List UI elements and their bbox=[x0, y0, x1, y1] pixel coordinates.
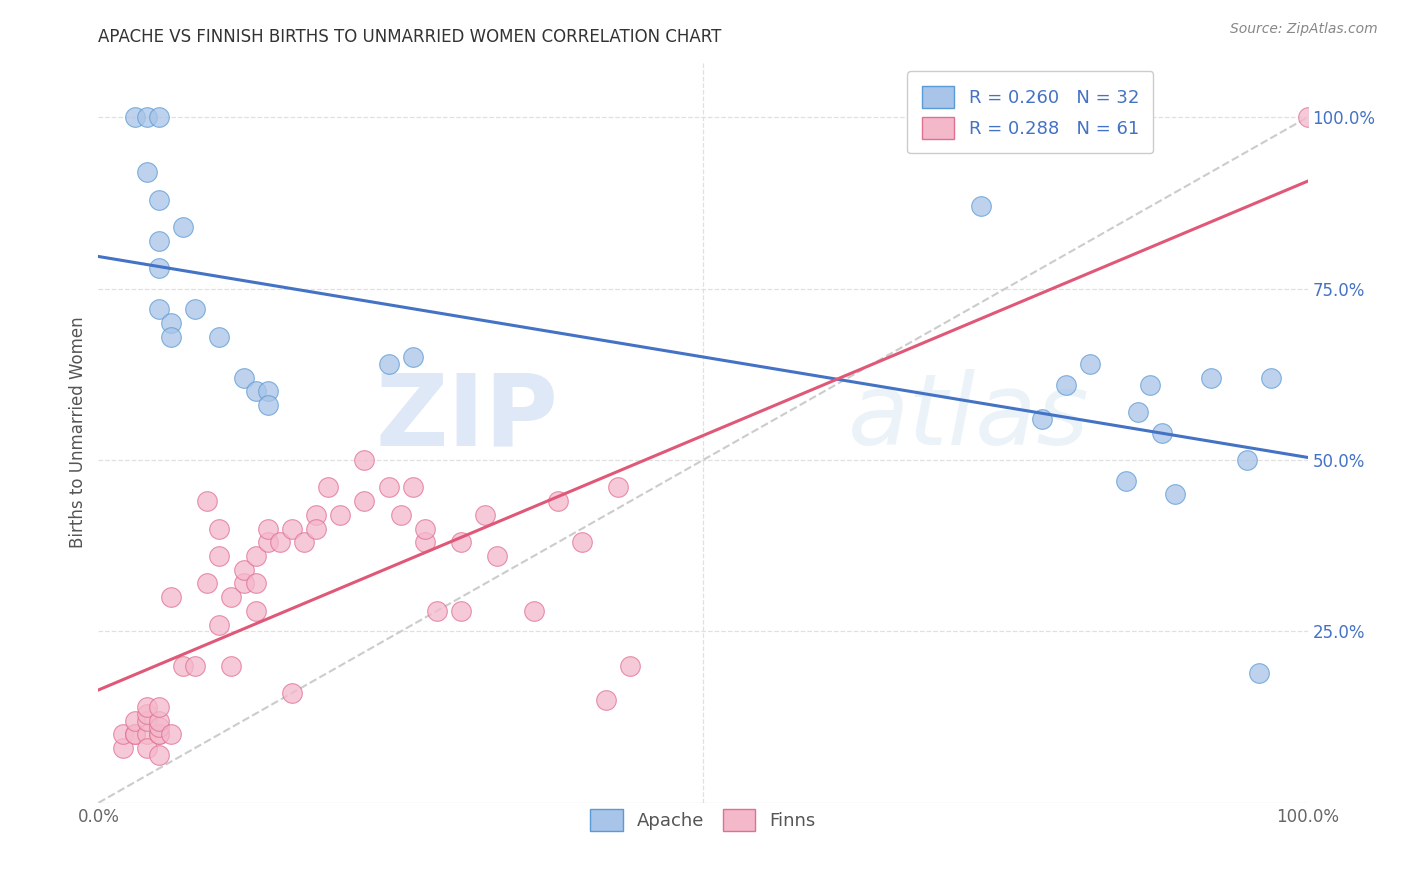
Point bbox=[124, 727, 146, 741]
Point bbox=[305, 522, 328, 536]
Point bbox=[148, 193, 170, 207]
Point bbox=[195, 494, 218, 508]
Point bbox=[1115, 474, 1137, 488]
Point bbox=[148, 110, 170, 124]
Point bbox=[124, 714, 146, 728]
Point bbox=[221, 590, 243, 604]
Point bbox=[292, 535, 315, 549]
Point bbox=[124, 110, 146, 124]
Point bbox=[1078, 357, 1101, 371]
Point bbox=[232, 576, 254, 591]
Point bbox=[172, 658, 194, 673]
Point bbox=[148, 699, 170, 714]
Point bbox=[316, 480, 339, 494]
Point bbox=[148, 747, 170, 762]
Point bbox=[208, 329, 231, 343]
Point bbox=[377, 480, 399, 494]
Point bbox=[135, 165, 157, 179]
Point bbox=[389, 508, 412, 522]
Point bbox=[607, 480, 630, 494]
Point bbox=[329, 508, 352, 522]
Point bbox=[172, 219, 194, 234]
Point bbox=[148, 234, 170, 248]
Point bbox=[184, 302, 207, 317]
Text: APACHE VS FINNISH BIRTHS TO UNMARRIED WOMEN CORRELATION CHART: APACHE VS FINNISH BIRTHS TO UNMARRIED WO… bbox=[98, 28, 721, 45]
Point bbox=[1152, 425, 1174, 440]
Point bbox=[377, 357, 399, 371]
Point bbox=[595, 693, 617, 707]
Point bbox=[1128, 405, 1150, 419]
Point bbox=[148, 261, 170, 276]
Point bbox=[1296, 110, 1319, 124]
Point bbox=[148, 714, 170, 728]
Point bbox=[245, 384, 267, 399]
Point bbox=[160, 316, 183, 330]
Point bbox=[135, 714, 157, 728]
Point bbox=[232, 563, 254, 577]
Point bbox=[474, 508, 496, 522]
Point bbox=[111, 741, 134, 756]
Point bbox=[195, 576, 218, 591]
Point bbox=[124, 727, 146, 741]
Point bbox=[1249, 665, 1271, 680]
Point bbox=[1260, 371, 1282, 385]
Point bbox=[208, 549, 231, 563]
Point bbox=[413, 522, 436, 536]
Legend: Apache, Finns: Apache, Finns bbox=[583, 802, 823, 838]
Point bbox=[402, 480, 425, 494]
Point bbox=[135, 110, 157, 124]
Point bbox=[184, 658, 207, 673]
Point bbox=[426, 604, 449, 618]
Point bbox=[256, 535, 278, 549]
Text: ZIP: ZIP bbox=[375, 369, 558, 467]
Point bbox=[970, 199, 993, 213]
Point bbox=[450, 535, 472, 549]
Point bbox=[1163, 487, 1185, 501]
Point bbox=[256, 398, 278, 412]
Point bbox=[160, 727, 183, 741]
Point bbox=[135, 741, 157, 756]
Point bbox=[619, 658, 641, 673]
Point bbox=[269, 535, 291, 549]
Point bbox=[245, 604, 267, 618]
Point bbox=[353, 453, 375, 467]
Point bbox=[281, 522, 304, 536]
Point bbox=[486, 549, 509, 563]
Point bbox=[305, 508, 328, 522]
Point bbox=[221, 658, 243, 673]
Point bbox=[571, 535, 593, 549]
Point bbox=[111, 727, 134, 741]
Point bbox=[1236, 453, 1258, 467]
Point bbox=[208, 617, 231, 632]
Point bbox=[160, 590, 183, 604]
Point bbox=[148, 302, 170, 317]
Point bbox=[135, 706, 157, 721]
Point bbox=[413, 535, 436, 549]
Point bbox=[547, 494, 569, 508]
Point bbox=[245, 549, 267, 563]
Point bbox=[281, 686, 304, 700]
Point bbox=[245, 576, 267, 591]
Point bbox=[1054, 377, 1077, 392]
Point bbox=[1199, 371, 1222, 385]
Point bbox=[353, 494, 375, 508]
Point bbox=[135, 699, 157, 714]
Y-axis label: Births to Unmarried Women: Births to Unmarried Women bbox=[69, 317, 87, 549]
Point bbox=[148, 720, 170, 734]
Point bbox=[450, 604, 472, 618]
Point bbox=[256, 384, 278, 399]
Point bbox=[208, 522, 231, 536]
Point bbox=[1139, 377, 1161, 392]
Point bbox=[148, 727, 170, 741]
Point bbox=[256, 522, 278, 536]
Point bbox=[148, 727, 170, 741]
Point bbox=[523, 604, 546, 618]
Point bbox=[160, 329, 183, 343]
Text: atlas: atlas bbox=[848, 369, 1090, 467]
Point bbox=[402, 350, 425, 364]
Text: Source: ZipAtlas.com: Source: ZipAtlas.com bbox=[1230, 22, 1378, 37]
Point bbox=[135, 727, 157, 741]
Point bbox=[232, 371, 254, 385]
Point bbox=[1031, 412, 1053, 426]
